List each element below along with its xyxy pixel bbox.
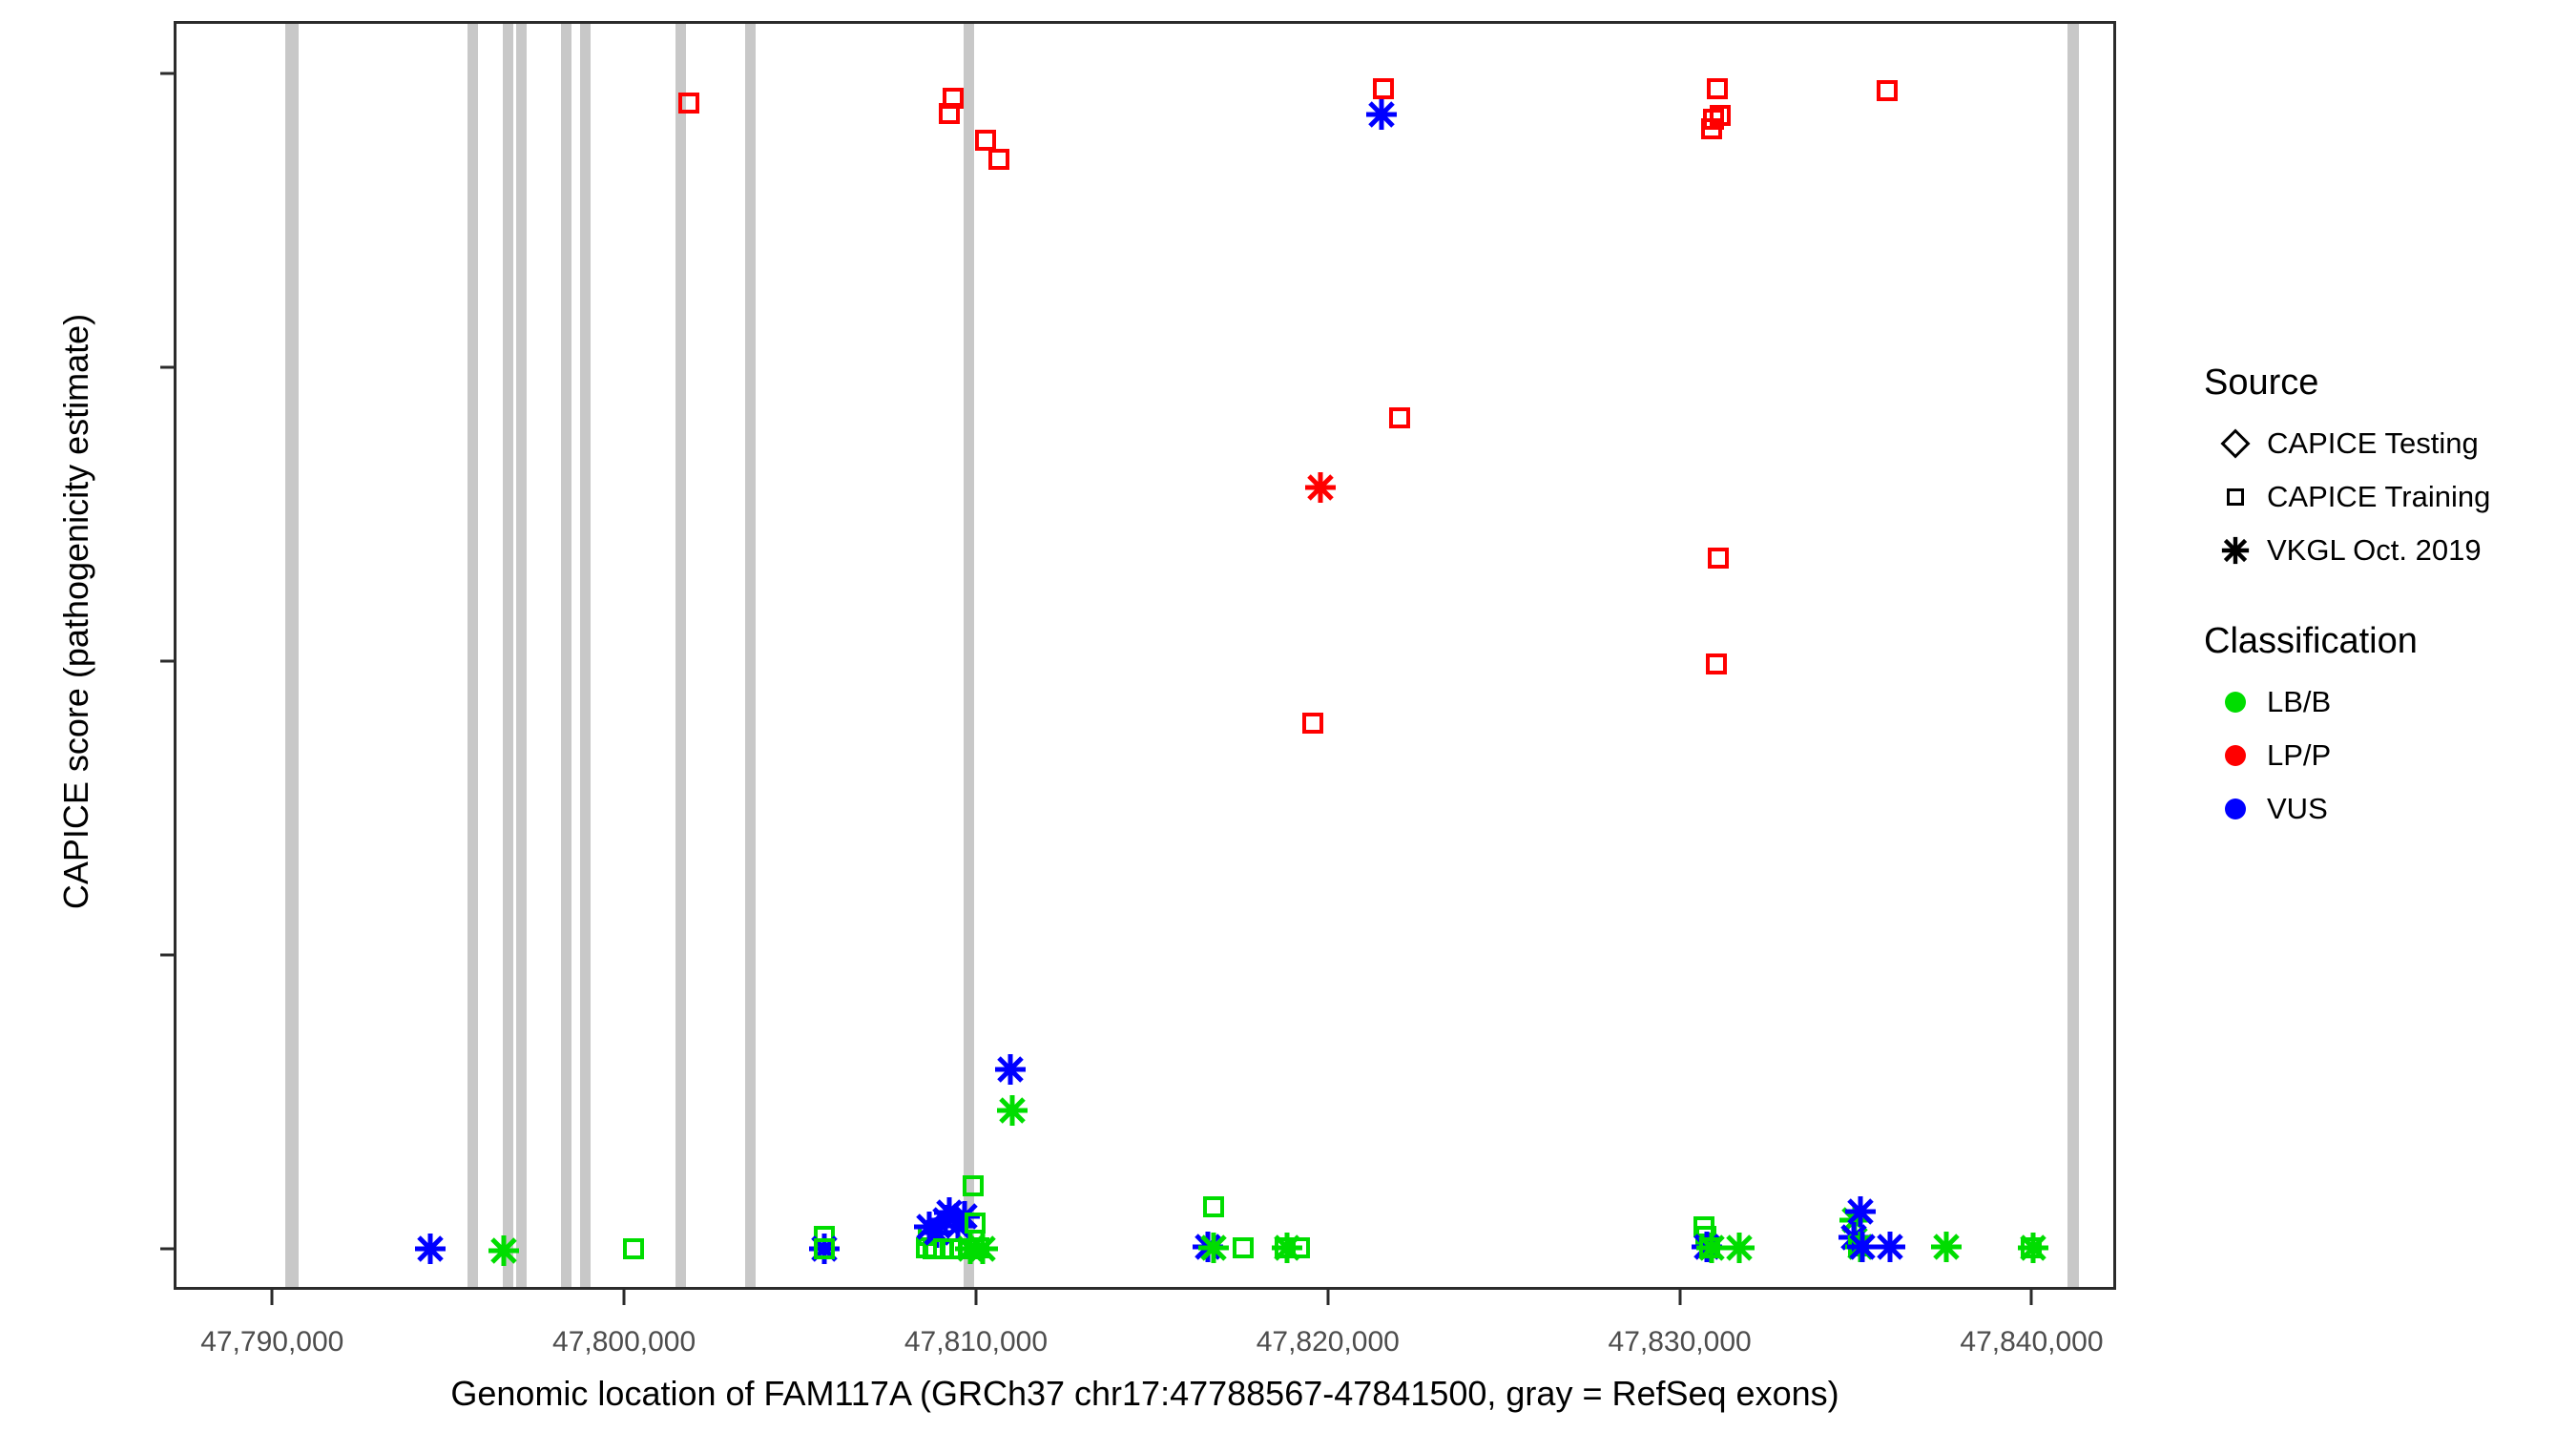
data-point	[938, 102, 960, 124]
data-point	[1706, 653, 1728, 675]
data-point	[414, 1233, 447, 1265]
exon-bar	[580, 24, 592, 1287]
square-icon	[2227, 488, 2244, 506]
legend-item-label: CAPICE Training	[2267, 480, 2491, 513]
exon-bar	[675, 24, 686, 1287]
y-tick-mark	[160, 953, 174, 957]
x-tick-label: 47,810,000	[904, 1326, 1049, 1358]
x-tick-mark	[270, 1290, 274, 1305]
data-point	[1288, 1237, 1310, 1259]
x-axis-label: Genomic location of FAM117A (GRCh37 chr1…	[450, 1374, 1839, 1413]
data-point	[1846, 1231, 1879, 1263]
legend-item-label: VKGL Oct. 2019	[2267, 533, 2482, 567]
exon-bar	[745, 24, 757, 1287]
legend-spacer	[2204, 577, 2566, 621]
x-tick-label: 47,830,000	[1608, 1326, 1752, 1358]
data-point	[963, 1174, 985, 1196]
exon-bar	[963, 24, 974, 1287]
data-point	[1695, 1232, 1728, 1264]
data-point	[1302, 712, 1324, 734]
data-point	[1373, 77, 1395, 99]
legend-title-source: Source	[2204, 363, 2319, 403]
dot-icon	[2225, 745, 2246, 766]
legend-key	[2204, 745, 2267, 766]
legend-title-classification: Classification	[2204, 621, 2418, 661]
x-tick-mark	[1678, 1290, 1682, 1305]
data-point	[1723, 1232, 1755, 1264]
x-tick-mark	[1326, 1290, 1330, 1305]
dot-icon	[2225, 692, 2246, 713]
data-point	[488, 1234, 520, 1267]
exon-bar	[560, 24, 571, 1287]
data-point	[966, 1233, 999, 1265]
y-axis-label: CAPICE score (pathogenicity estimate)	[56, 313, 95, 910]
legend-key	[2204, 488, 2267, 506]
data-point	[2017, 1232, 2049, 1264]
y-tick-mark	[160, 659, 174, 663]
data-point	[1700, 117, 1722, 139]
plot-area	[177, 24, 2113, 1287]
data-point	[996, 1094, 1028, 1127]
plot-panel	[174, 21, 2116, 1290]
exon-bar	[2067, 24, 2079, 1287]
exon-bar	[467, 24, 478, 1287]
legend-key	[2204, 428, 2267, 459]
legend-item-label: LP/P	[2267, 738, 2332, 772]
exon-bar	[515, 24, 527, 1287]
legend-item-label: VUS	[2267, 792, 2328, 825]
legend-key	[2204, 798, 2267, 819]
data-point	[677, 92, 699, 114]
x-tick-mark	[622, 1290, 626, 1305]
exon-bar	[502, 24, 513, 1287]
x-tick-label: 47,800,000	[552, 1326, 696, 1358]
data-point	[987, 148, 1009, 170]
y-tick-mark	[160, 72, 174, 75]
legend-item-label: LB/B	[2267, 685, 2332, 718]
y-tick-mark	[160, 1247, 174, 1251]
legend-item[interactable]: VKGL Oct. 2019	[2204, 524, 2566, 577]
data-point	[814, 1238, 836, 1260]
data-point	[974, 129, 996, 151]
data-point	[1365, 98, 1398, 131]
data-point	[1876, 80, 1898, 102]
data-point	[1707, 548, 1729, 570]
x-tick-label: 47,820,000	[1256, 1326, 1400, 1358]
legend-key	[2204, 536, 2267, 565]
data-point	[1874, 1231, 1906, 1263]
legend-item[interactable]: CAPICE Training	[2204, 470, 2566, 524]
data-point	[994, 1053, 1027, 1086]
y-tick-mark	[160, 365, 174, 369]
data-point	[1304, 471, 1337, 504]
data-point	[965, 1213, 987, 1234]
x-tick-mark	[974, 1290, 978, 1305]
data-point	[1203, 1196, 1225, 1218]
dot-icon	[2225, 798, 2246, 819]
data-point	[1388, 406, 1410, 428]
legend-key	[2204, 692, 2267, 713]
legend: Source CAPICE Testing CAPICE Training VKGL…	[2204, 363, 2566, 836]
x-tick-mark	[2029, 1290, 2033, 1305]
legend-group-classification: LB/B LP/P VUS	[2204, 675, 2566, 836]
data-point	[943, 87, 965, 109]
data-point	[1232, 1237, 1254, 1259]
data-point	[1706, 77, 1728, 99]
data-point	[1197, 1232, 1230, 1264]
legend-item[interactable]: CAPICE Testing	[2204, 417, 2566, 470]
legend-group-source: CAPICE Testing CAPICE Training VKGL Oct. 2…	[2204, 417, 2566, 577]
legend-item[interactable]: VUS	[2204, 782, 2566, 836]
x-tick-label: 47,840,000	[1960, 1326, 2104, 1358]
data-point	[1844, 1195, 1877, 1228]
x-tick-label: 47,790,000	[200, 1326, 344, 1358]
exon-bar	[285, 24, 299, 1287]
legend-item[interactable]: LP/P	[2204, 729, 2566, 782]
legend-item[interactable]: LB/B	[2204, 675, 2566, 729]
data-point	[1930, 1231, 1963, 1263]
diamond-icon	[2220, 428, 2251, 459]
asterisk-icon	[2221, 536, 2250, 565]
legend-item-label: CAPICE Testing	[2267, 426, 2479, 460]
data-point	[623, 1238, 645, 1260]
